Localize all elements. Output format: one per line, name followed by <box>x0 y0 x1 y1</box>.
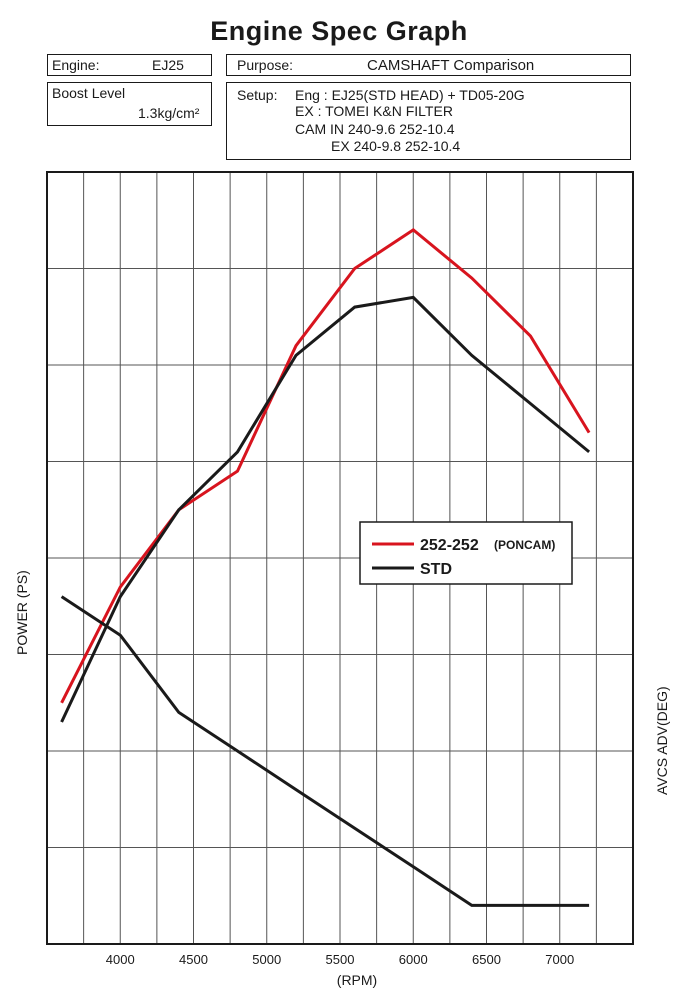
chart-series <box>60 228 591 907</box>
x-tick-label: 4000 <box>106 952 135 967</box>
y-axis-label-right: AVCS ADV(DEG) <box>654 686 670 795</box>
x-axis-label: (RPM) <box>337 972 377 988</box>
series-line-2 <box>60 595 590 907</box>
series-line-1 <box>60 295 591 723</box>
setup-line-engine: Eng : EJ25(STD HEAD) + TD05-20G <box>295 87 525 103</box>
purpose-box: Purpose: CAMSHAFT Comparison <box>226 54 631 76</box>
plot-frame <box>46 171 634 945</box>
x-tick-label: 7000 <box>545 952 574 967</box>
boost-label: Boost Level <box>52 85 126 101</box>
series-line-0 <box>60 228 591 704</box>
engine-box: Engine: EJ25 <box>47 54 212 76</box>
x-tick-labels: 4000 4500 5000 5500 6000 6500 7000 <box>106 952 574 967</box>
setup-line-exhaust: EX : TOMEI K&N FILTER <box>295 103 453 119</box>
legend-suffix-poncam: (PONCAM) <box>494 538 555 552</box>
engine-label: Engine: <box>52 57 100 73</box>
purpose-value: CAMSHAFT Comparison <box>367 57 535 74</box>
purpose-label: Purpose: <box>237 57 294 73</box>
setup-box: Setup: Eng : EJ25(STD HEAD) + TD05-20G E… <box>226 82 631 160</box>
legend-label-poncam: 252-252 <box>420 537 479 554</box>
x-tick-label: 5500 <box>326 952 355 967</box>
x-tick-label: 6500 <box>472 952 501 967</box>
x-tick-label: 6000 <box>399 952 428 967</box>
boost-box: Boost Level 1.3kg/cm² <box>47 82 212 126</box>
y-axis-label-left: POWER (PS) <box>14 570 30 655</box>
legend-box <box>359 521 573 585</box>
x-tick-label: 4500 <box>179 952 208 967</box>
setup-line-cam-in: CAM IN 240-9.6 252-10.4 <box>295 121 455 137</box>
chart-title: Engine Spec Graph <box>210 16 468 46</box>
legend-label-std: STD <box>420 561 452 578</box>
boost-value: 1.3kg/cm² <box>138 105 200 121</box>
engine-value: EJ25 <box>152 57 184 73</box>
setup-line-cam-ex: EX 240-9.8 252-10.4 <box>331 138 461 154</box>
x-tick-label: 5000 <box>252 952 281 967</box>
legend: 252-252 (PONCAM) STD <box>359 521 573 585</box>
setup-label: Setup: <box>237 87 278 103</box>
